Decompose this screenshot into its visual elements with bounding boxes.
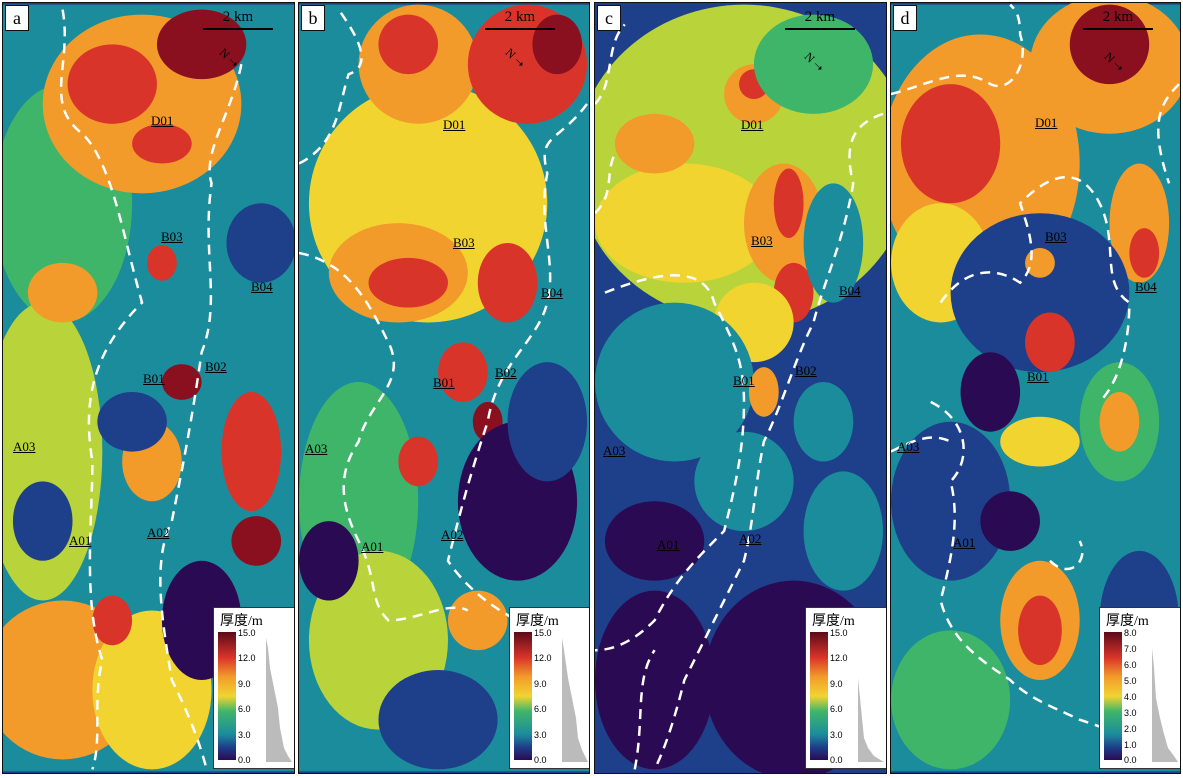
well-label-B01: B01 [733,373,755,388]
scale-label: 2 km [504,9,536,25]
panel-label: c [597,5,621,31]
map-panel-c: c 2 km N ➝ D01 B03 B04 B02 B01 A03 A01 A… [594,2,887,774]
thickness-map-a [3,4,294,772]
color-bar [514,632,532,760]
well-label-B01: B01 [143,371,165,386]
scale-bar: 2 km [485,9,555,30]
well-label-A01: A01 [953,535,976,550]
histogram [562,638,588,762]
well-label-A01: A01 [69,533,92,548]
color-bar [218,632,236,760]
histogram [266,638,292,762]
scale-bar: 2 km [1083,9,1153,30]
well-label-A02: A02 [739,531,762,546]
well-label-A03: A03 [305,441,328,456]
color-bar [810,632,828,760]
thickness-map-d [891,3,1180,772]
scale-bar: 2 km [785,9,855,30]
well-label-D01: D01 [151,113,174,128]
well-label-B01: B01 [433,375,455,390]
scale-label: 2 km [1102,9,1134,25]
panel-label: b [301,5,325,31]
legend-title: 厚度/m [220,614,263,629]
scale-label: 2 km [804,9,836,25]
histogram [858,678,884,762]
thickness-legend: 厚度/m 8.0 7.0 6.0 5.0 4.0 3.0 2.0 1.0 0.0 [1099,607,1180,769]
legend-title: 厚度/m [516,614,559,629]
thickness-legend: 厚度/m 15.0 12.0 9.0 6.0 3.0 0.0 [509,607,589,769]
legend-title: 厚度/m [1106,614,1149,629]
map-panel-b: b 2 km N ➝ D01 B03 B04 B02 B01 A03 A01 A… [298,2,590,774]
thickness-map-b [299,4,589,772]
well-label-B03: B03 [751,233,773,248]
well-label-A02: A02 [441,527,464,542]
map-panel-d: d 2 km N ➝ D01 B03 B04 B01 A03 A01 厚度/m … [890,2,1181,774]
color-bar [1104,632,1122,760]
well-label-A03: A03 [13,439,36,454]
map-panel-a: a 2 km N ➝ D01 B03 B04 B02 B01 A03 A01 A… [2,2,295,774]
well-label-B04: B04 [1135,279,1157,294]
well-label-B03: B03 [161,229,183,244]
legend-title: 厚度/m [812,614,855,629]
well-label-A03: A03 [603,443,626,458]
well-label-D01: D01 [1035,115,1058,130]
well-label-D01: D01 [741,117,764,132]
thickness-legend: 厚度/m 15.0 12.0 9.0 6.0 3.0 0.0 [213,607,294,769]
panel-label: d [893,5,917,31]
well-label-A01: A01 [657,537,680,552]
well-label-B04: B04 [251,279,273,294]
well-label-B03: B03 [453,235,475,250]
well-label-A02: A02 [147,525,170,540]
panel-label: a [5,5,29,31]
well-label-B03: B03 [1045,229,1067,244]
well-label-A01: A01 [361,539,384,554]
well-label-B02: B02 [495,365,517,380]
scale-label: 2 km [222,9,254,25]
well-label-B02: B02 [795,363,817,378]
thickness-legend: 厚度/m 15.0 12.0 9.0 6.0 3.0 0.0 [805,607,886,769]
well-label-B04: B04 [839,283,861,298]
well-label-D01: D01 [443,117,466,132]
well-label-B01: B01 [1027,369,1049,384]
thickness-map-c [595,4,886,773]
well-label-B02: B02 [205,359,227,374]
well-label-A03: A03 [897,439,920,454]
well-label-B04: B04 [541,285,563,300]
scale-bar: 2 km [203,9,273,30]
histogram [1152,648,1178,762]
